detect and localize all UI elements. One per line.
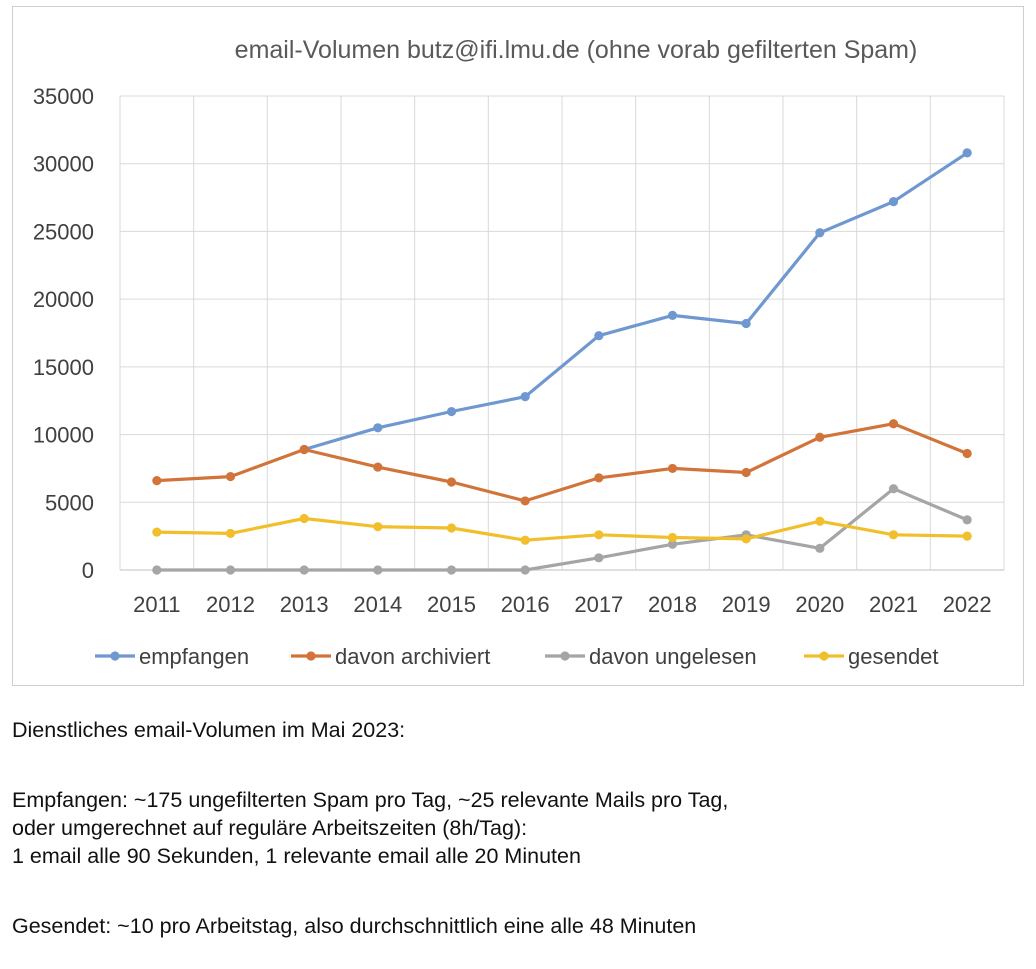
series-line-davon-archiviert <box>155 422 969 503</box>
data-point <box>446 477 457 487</box>
data-point <box>446 523 457 533</box>
x-tick-label: 2021 <box>869 592 918 617</box>
series-line-empfangen <box>302 151 969 452</box>
data-point <box>299 513 309 524</box>
x-tick-label: 2019 <box>722 592 771 617</box>
data-point <box>888 197 899 207</box>
y-tick-label: 30000 <box>33 152 94 177</box>
data-point <box>446 565 457 575</box>
data-point <box>667 532 678 543</box>
series-line-davon-ungelesen <box>155 487 969 572</box>
data-point <box>520 565 530 575</box>
chart-frame: email-Volumen butz@ifi.lmu.de (ohne vora… <box>12 6 1024 686</box>
received-line-1: Empfangen: ~175 ungefilterten Spam pro T… <box>12 788 729 812</box>
data-point <box>225 565 236 575</box>
x-tick-label: 2020 <box>795 592 844 617</box>
data-point <box>962 148 972 158</box>
data-point <box>152 565 162 575</box>
line-chart: email-Volumen butz@ifi.lmu.de (ohne vora… <box>33 36 1005 669</box>
data-point <box>815 543 825 553</box>
legend-label: empfangen <box>139 644 249 669</box>
received-line-2: oder umgerechnet auf reguläre Arbeitszei… <box>12 816 528 840</box>
data-point <box>888 484 899 494</box>
legend-marker <box>560 651 570 661</box>
notes-heading: Dienstliches email-Volumen im Mai 2023: <box>12 718 406 742</box>
y-tick-label: 35000 <box>33 84 94 109</box>
x-tick-label: 2022 <box>943 592 992 617</box>
data-point <box>152 527 162 537</box>
legend-marker <box>110 651 120 661</box>
data-point <box>888 419 899 429</box>
data-point <box>373 522 383 532</box>
data-point <box>594 530 604 540</box>
x-tick-label: 2012 <box>206 592 255 617</box>
x-tick-label: 2011 <box>133 592 180 617</box>
data-point <box>225 528 236 539</box>
legend-label: davon archiviert <box>335 644 490 669</box>
data-point <box>962 448 972 459</box>
data-point <box>299 444 309 455</box>
data-point <box>373 565 383 575</box>
data-point <box>667 539 678 549</box>
data-point <box>520 392 530 402</box>
data-point <box>815 432 825 442</box>
data-point <box>815 228 825 238</box>
y-tick-label: 5000 <box>45 490 94 515</box>
x-tick-label: 2016 <box>501 592 550 617</box>
data-point <box>225 471 236 482</box>
legend-label: gesendet <box>848 644 939 669</box>
data-point <box>888 530 899 540</box>
y-tick-label: 0 <box>82 558 94 583</box>
series-line-gesendet <box>155 516 969 542</box>
chart-title: email-Volumen butz@ifi.lmu.de (ohne vora… <box>235 36 918 64</box>
data-point <box>962 515 972 525</box>
data-point <box>152 476 162 486</box>
x-tick-label: 2014 <box>353 592 402 617</box>
data-point <box>520 535 530 545</box>
data-point <box>594 553 604 563</box>
x-tick-label: 2013 <box>280 592 329 617</box>
y-tick-label: 10000 <box>33 423 94 448</box>
y-tick-label: 20000 <box>33 287 94 312</box>
data-point <box>815 516 825 526</box>
y-tick-label: 15000 <box>33 355 94 380</box>
data-point <box>667 463 678 474</box>
data-point <box>741 467 751 478</box>
x-tick-label: 2018 <box>648 592 697 617</box>
data-point <box>741 534 751 544</box>
data-point <box>594 331 604 341</box>
data-point <box>741 318 751 329</box>
legend-marker <box>306 651 316 661</box>
x-tick-label: 2015 <box>427 592 476 617</box>
legend-marker <box>819 651 829 661</box>
data-point <box>373 423 383 433</box>
received-line-3: 1 email alle 90 Sekunden, 1 relevante em… <box>12 844 581 868</box>
x-tick-label: 2017 <box>574 592 623 617</box>
data-point <box>446 406 457 417</box>
data-point <box>373 462 383 472</box>
data-point <box>962 531 972 541</box>
sent-line: Gesendet: ~10 pro Arbeitstag, also durch… <box>12 914 697 938</box>
data-point <box>667 310 678 320</box>
data-point <box>520 496 530 506</box>
data-point <box>299 565 309 575</box>
data-point <box>594 473 604 483</box>
y-tick-label: 25000 <box>33 219 94 244</box>
notes-section: Dienstliches email-Volumen im Mai 2023: … <box>12 716 1022 940</box>
legend-label: davon ungelesen <box>589 644 757 669</box>
